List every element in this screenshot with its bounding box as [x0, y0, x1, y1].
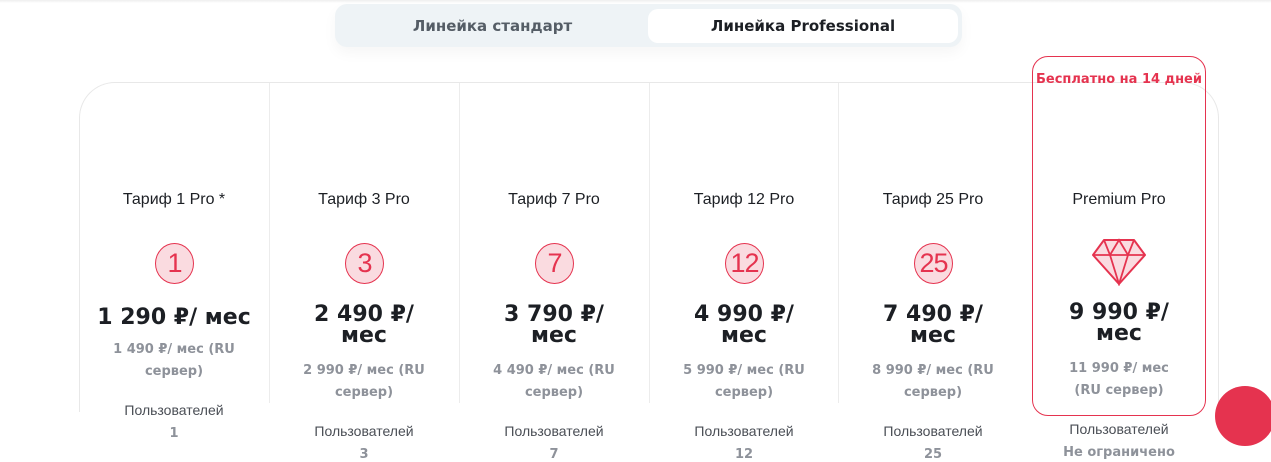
- plan-card-7pro[interactable]: Тариф 7 Pro 7 3 790 ₽/ мес 4 490 ₽/ мес …: [459, 82, 649, 462]
- plan-title: Тариф 7 Pro: [508, 191, 600, 208]
- plan-ru-price: 11 990 ₽/ мес (RU сервер): [1069, 361, 1169, 398]
- plan-ru-price: 2 990 ₽/ мес (RU сервер): [303, 363, 425, 400]
- plan-ru-price: 8 990 ₽/ мес (RU сервер): [872, 363, 994, 400]
- plan-title: Тариф 25 Pro: [882, 191, 984, 208]
- users-label: Пользователей: [1069, 421, 1169, 437]
- plan-price: 7 490 ₽/ мес: [883, 302, 983, 348]
- plan-ru-price: 4 490 ₽/ мес (RU сервер): [493, 363, 615, 400]
- users-label: Пользователей: [694, 423, 794, 439]
- plan-card-1pro[interactable]: Тариф 1 Pro * 1 1 290 ₽/ мес 1 490 ₽/ ме…: [79, 82, 269, 441]
- number-12-icon: 12: [725, 243, 764, 284]
- column-divider: [838, 83, 839, 403]
- diamond-icon: [1092, 238, 1146, 286]
- free-trial-badge: Бесплатно на 14 дней: [1036, 72, 1202, 87]
- plan-title: Тариф 12 Pro: [693, 191, 795, 208]
- header-shadow: [0, 0, 1271, 3]
- pricing-panel: [79, 82, 1219, 412]
- users-value: 3: [359, 447, 369, 462]
- number-7-icon: 7: [535, 243, 574, 284]
- number-25-icon: 25: [914, 243, 953, 284]
- plan-price: 9 990 ₽/ мес: [1069, 300, 1169, 346]
- users-label: Пользователей: [314, 423, 414, 439]
- plan-ru-price: 1 490 ₽/ мес (RU сервер): [113, 342, 235, 379]
- product-line-toggle: Линейка стандарт Линейка Professional: [335, 4, 962, 47]
- users-value: 12: [734, 447, 754, 462]
- plan-ru-price: 5 990 ₽/ мес (RU сервер): [683, 363, 805, 400]
- column-divider: [649, 83, 650, 403]
- tab-standard[interactable]: Линейка стандарт: [412, 17, 573, 35]
- column-divider: [459, 83, 460, 403]
- column-divider: [269, 83, 270, 403]
- plan-title: Тариф 3 Pro: [318, 191, 410, 208]
- plan-price: 1 290 ₽/ мес: [97, 305, 251, 330]
- number-3-icon: 3: [345, 243, 384, 284]
- plan-card-12pro[interactable]: Тариф 12 Pro 12 4 990 ₽/ мес 5 990 ₽/ ме…: [649, 82, 839, 462]
- chat-button[interactable]: [1215, 386, 1271, 446]
- users-value: Не ограничено: [1063, 445, 1175, 460]
- plan-card-25pro[interactable]: Тариф 25 Pro 25 7 490 ₽/ мес 8 990 ₽/ ме…: [838, 82, 1028, 462]
- number-1-icon: 1: [155, 243, 194, 284]
- plan-card-3pro[interactable]: Тариф 3 Pro 3 2 490 ₽/ мес 2 990 ₽/ мес …: [269, 82, 459, 462]
- users-value: 7: [549, 447, 559, 462]
- users-label: Пользователей: [883, 423, 983, 439]
- users-label: Пользователей: [124, 402, 224, 418]
- tab-professional[interactable]: Линейка Professional: [648, 9, 958, 43]
- plan-title: Premium Pro: [1072, 191, 1166, 208]
- plan-price: 2 490 ₽/ мес: [314, 302, 414, 348]
- plan-title: Тариф 1 Pro *: [122, 191, 226, 208]
- users-value: 1: [169, 426, 179, 441]
- plan-card-premium-pro[interactable]: Premium Pro 9 990 ₽/ мес 11 990 ₽/ мес (…: [1030, 82, 1208, 460]
- plan-price: 3 790 ₽/ мес: [504, 302, 604, 348]
- users-label: Пользователей: [504, 423, 604, 439]
- plan-price: 4 990 ₽/ мес: [694, 302, 794, 348]
- users-value: 25: [923, 447, 943, 462]
